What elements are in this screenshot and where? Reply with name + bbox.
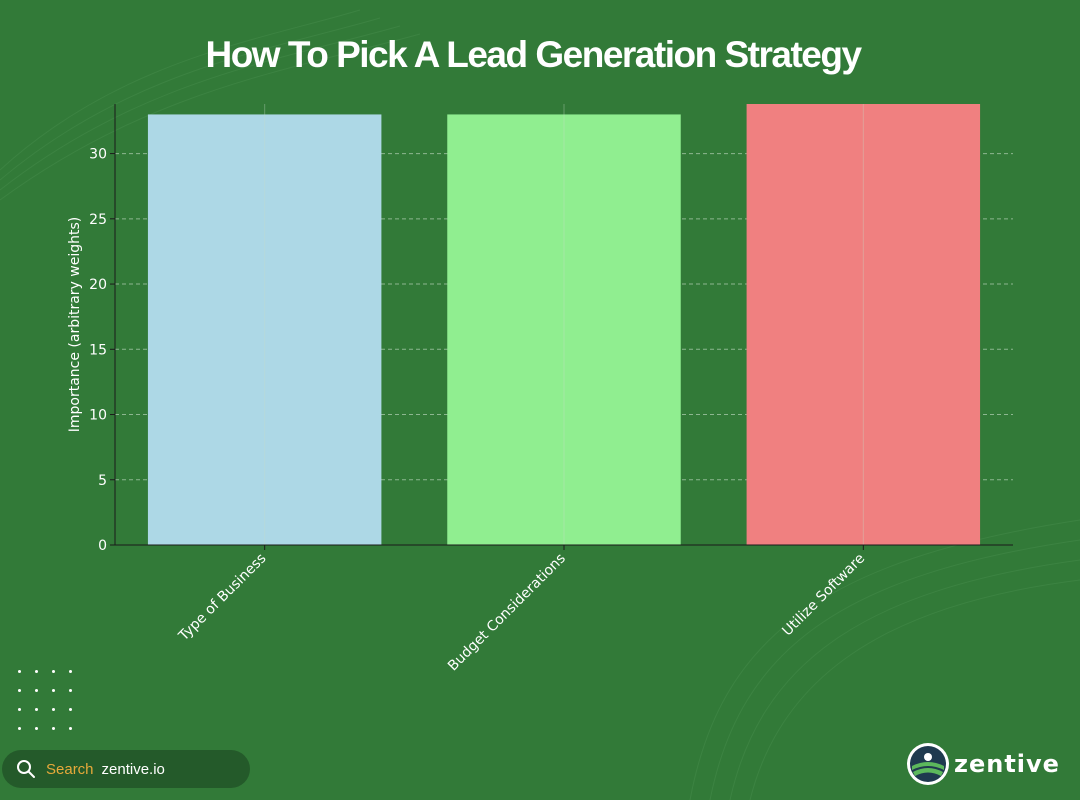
bar	[746, 104, 981, 545]
search-label: Search	[46, 760, 94, 778]
search-domain: zentive.io	[101, 760, 165, 778]
y-axis-label: Importance (arbitrary weights)	[67, 217, 83, 433]
x-tick-label: Type of Business	[175, 551, 269, 645]
y-tick-label: 15	[89, 342, 107, 358]
search-bar[interactable]: Search zentive.io	[2, 750, 250, 788]
y-tick-label: 10	[89, 408, 107, 424]
search-icon	[17, 760, 35, 778]
logo-text: zentive	[954, 750, 1060, 778]
y-tick-label: 30	[89, 147, 107, 163]
bar	[447, 114, 681, 545]
x-tick-label: Budget Considerations	[445, 551, 569, 675]
y-tick-label: 25	[89, 212, 107, 228]
y-tick-label: 5	[98, 473, 107, 489]
bar	[147, 114, 382, 545]
logo-mark-icon	[907, 743, 949, 785]
dot-grid-decoration	[18, 670, 78, 730]
chart-title: How To Pick A Lead Generation Strategy	[205, 34, 862, 75]
zentive-logo: zentive	[906, 740, 1060, 788]
x-tick-label: Utilize Software	[779, 551, 868, 640]
y-tick-label: 0	[98, 538, 107, 554]
y-tick-label: 20	[89, 277, 107, 293]
